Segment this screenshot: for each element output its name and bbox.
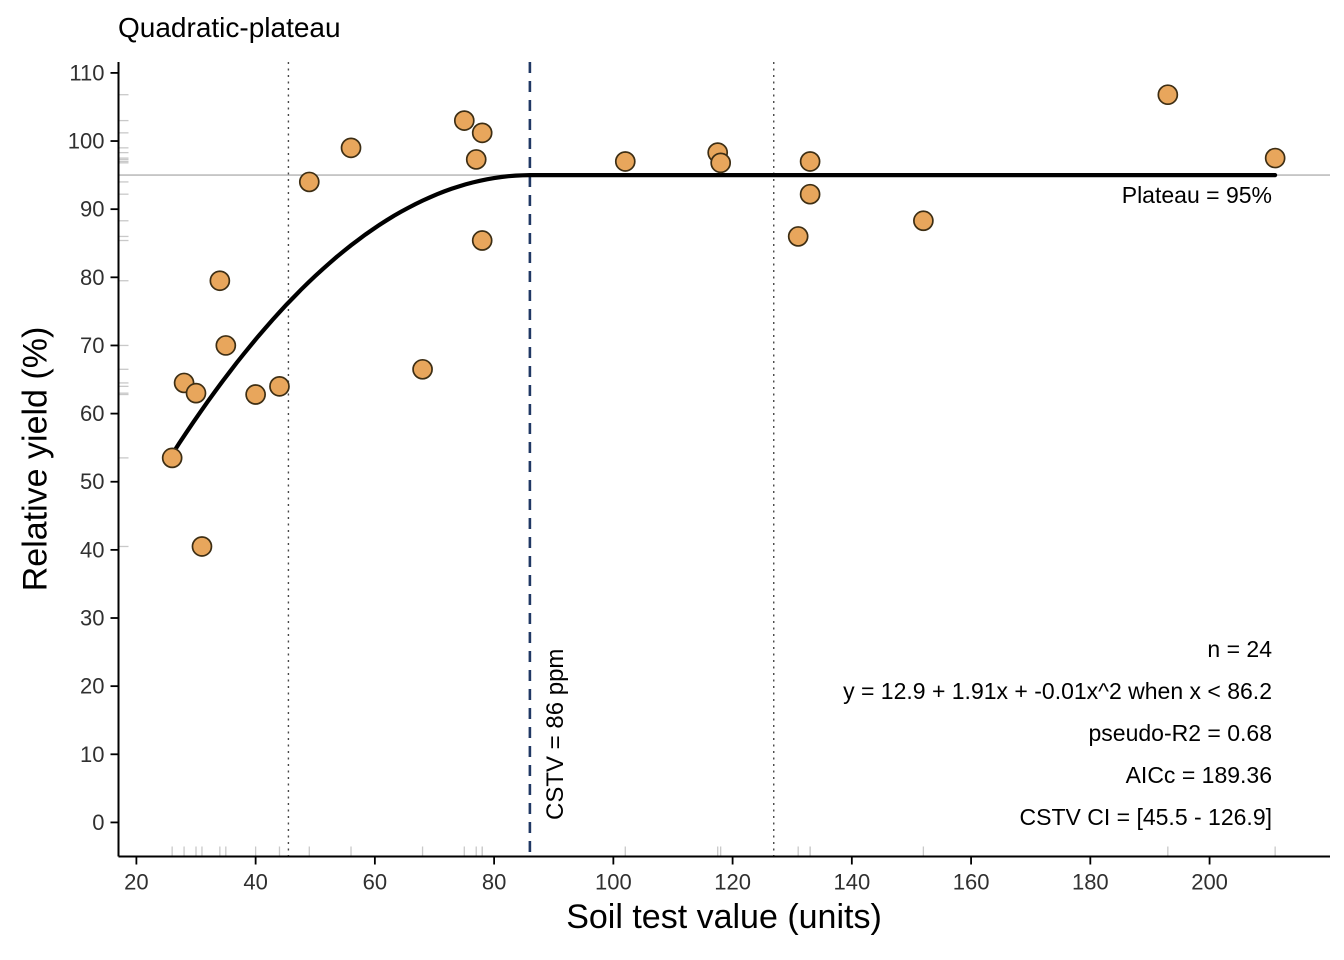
- y-tick-label: 40: [80, 537, 104, 562]
- data-point: [161, 447, 183, 469]
- annotation-line-4: CSTV CI = [45.5 - 126.9]: [1020, 804, 1272, 830]
- data-point: [298, 171, 320, 193]
- data-point: [453, 110, 475, 131]
- data-point: [1157, 84, 1179, 106]
- chart-title: Quadratic-plateau: [118, 12, 341, 43]
- y-tick-label: 60: [80, 401, 104, 426]
- annotation-line-3: AICc = 189.36: [1126, 762, 1272, 788]
- y-tick-label: 0: [92, 810, 104, 835]
- y-tick-label: 80: [80, 265, 104, 290]
- annotation-line-0: n = 24: [1207, 636, 1272, 662]
- data-point: [614, 151, 636, 172]
- data-point: [1264, 147, 1286, 169]
- data-point: [799, 183, 821, 205]
- y-tick-label: 70: [80, 333, 104, 358]
- data-point: [465, 149, 487, 170]
- data-point: [245, 384, 266, 405]
- annotation-line-1: y = 12.9 + 1.91x + -0.01x^2 when x < 86.…: [843, 678, 1272, 704]
- x-tick-label: 100: [595, 870, 632, 895]
- data-point: [209, 270, 231, 292]
- data-point: [191, 536, 213, 557]
- annotation-line-2: pseudo-R2 = 0.68: [1089, 720, 1273, 746]
- x-tick-label: 200: [1191, 870, 1228, 895]
- x-tick-label: 80: [482, 870, 506, 895]
- data-point: [412, 358, 433, 380]
- x-tick-label: 180: [1072, 870, 1109, 895]
- x-tick-label: 120: [714, 870, 751, 895]
- x-tick-label: 140: [833, 870, 870, 895]
- x-tick-label: 40: [243, 870, 267, 895]
- y-tick-label: 30: [80, 606, 104, 631]
- regression-curve: [170, 173, 1278, 457]
- x-tick-label: 60: [363, 870, 387, 895]
- y-tick-label: 50: [80, 469, 104, 494]
- cstv-label: CSTV = 86 ppm: [542, 649, 569, 820]
- y-tick-label: 10: [80, 742, 104, 767]
- y-tick-label: 20: [80, 674, 104, 699]
- x-axis-title: Soil test value (units): [566, 898, 882, 936]
- data-point: [913, 210, 934, 232]
- y-tick-label: 100: [68, 129, 105, 154]
- data-point: [471, 122, 493, 144]
- data-point: [185, 382, 207, 404]
- data-point: [340, 137, 362, 159]
- data-point: [799, 151, 821, 172]
- y-tick-label: 110: [69, 60, 104, 85]
- y-tick-label: 90: [80, 197, 104, 222]
- x-tick-label: 20: [124, 870, 148, 895]
- data-point: [787, 226, 809, 247]
- x-tick-label: 160: [953, 870, 990, 895]
- data-point: [269, 375, 290, 397]
- data-point: [215, 335, 237, 356]
- data-point: [710, 152, 732, 174]
- plateau-label: Plateau = 95%: [1122, 182, 1272, 208]
- data-point: [471, 230, 493, 251]
